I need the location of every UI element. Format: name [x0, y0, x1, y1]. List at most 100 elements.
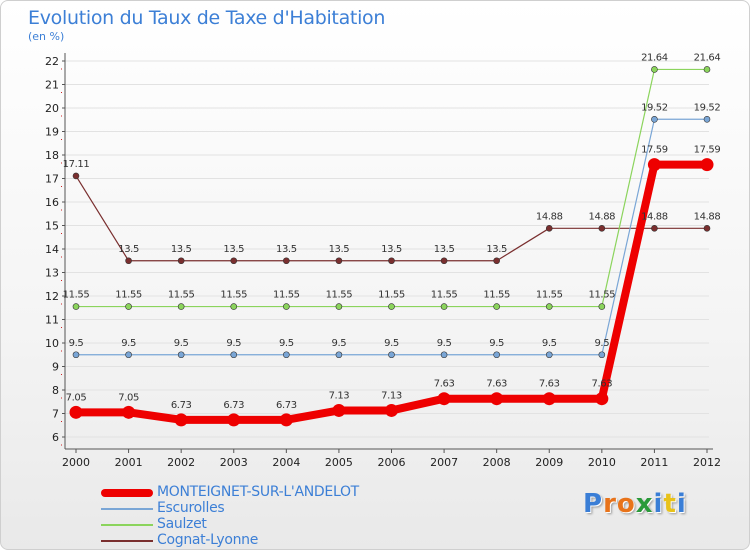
data-point [388, 257, 395, 265]
data-point [230, 257, 238, 265]
data-label: 21.64 [641, 52, 668, 63]
legend-swatch [101, 508, 153, 510]
data-label: 21.64 [694, 52, 721, 63]
data-point [72, 303, 80, 310]
data-label: 6.73 [276, 400, 297, 411]
data-point [227, 413, 241, 427]
x-tick-label: 2002 [167, 456, 195, 469]
data-point [440, 351, 448, 359]
data-label: 17.59 [694, 145, 721, 156]
data-point [332, 403, 346, 417]
x-tick-label: 2007 [430, 456, 458, 469]
data-point [230, 303, 238, 310]
data-point [542, 392, 556, 406]
data-point [174, 413, 188, 427]
data-label: 11.55 [536, 290, 563, 301]
data-label: 11.55 [483, 290, 510, 301]
x-tick-label: 2001 [115, 456, 143, 469]
y-tick-label: 17 [45, 173, 59, 186]
logo-letter: i [676, 489, 687, 519]
data-point [490, 392, 504, 406]
data-point [69, 405, 83, 419]
logo-letter: o [616, 489, 636, 519]
data-label: 9.5 [279, 338, 294, 349]
data-point [335, 351, 343, 359]
x-tick-label: 2004 [272, 456, 300, 469]
data-point [72, 172, 80, 180]
data-point [230, 351, 238, 359]
data-point [122, 405, 136, 419]
x-tick-label: 2005 [325, 456, 353, 469]
data-label: 11.55 [168, 290, 195, 301]
data-label: 14.88 [536, 211, 563, 222]
y-tick-label: 21 [45, 79, 59, 92]
data-point [440, 303, 448, 310]
data-label: 13.5 [276, 244, 297, 255]
x-tick-label: 2010 [588, 456, 616, 469]
data-point [279, 413, 293, 427]
data-label: 13.5 [329, 244, 350, 255]
data-label: 11.55 [589, 290, 616, 301]
data-point [598, 351, 606, 359]
x-tick-label: 2011 [640, 456, 668, 469]
line-chart: 6 7 8 9 10 11 12 13 14 15 16 17 18 19 20 21 22 2000 2001 20… [45, 52, 721, 469]
proxiti-logo: Proxiti [583, 489, 687, 519]
data-point [385, 403, 398, 417]
data-point [545, 225, 553, 232]
legend-label: Cognat-Lyonne [157, 532, 259, 548]
legend-label: Saulzet [157, 516, 207, 532]
chart-title: Evolution du Taux de Taxe d'Habitation [28, 7, 386, 29]
data-label: 11.55 [326, 290, 353, 301]
data-label: 17.11 [63, 159, 90, 170]
data-point [125, 257, 132, 265]
data-point [703, 115, 711, 123]
data-label: 13.5 [434, 244, 455, 255]
data-point [545, 303, 553, 310]
data-point [125, 351, 132, 359]
data-label: 9.5 [226, 338, 241, 349]
logo-letter: x [635, 489, 654, 519]
logo-letter: r [603, 489, 617, 519]
data-label: 11.55 [115, 290, 142, 301]
y-tick-label: 9 [52, 361, 59, 374]
data-point [703, 66, 711, 73]
logo-letter: P [583, 489, 604, 519]
legend-label: MONTEIGNET-SUR-L'ANDELOT [157, 484, 359, 500]
data-label: 7.63 [539, 379, 560, 390]
y-tick-label: 16 [45, 196, 59, 209]
data-point [177, 303, 185, 310]
data-point [125, 303, 132, 310]
data-label: 11.55 [220, 290, 247, 301]
data-point [437, 392, 451, 406]
data-point [335, 257, 343, 265]
data-label: 9.5 [384, 338, 399, 349]
data-label: 13.5 [486, 244, 507, 255]
data-point [647, 158, 661, 172]
data-label: 7.13 [381, 390, 402, 401]
data-point [651, 225, 658, 232]
y-tick-label: 10 [45, 337, 59, 350]
data-label: 11.55 [431, 290, 458, 301]
data-point [177, 257, 185, 265]
data-point [335, 303, 343, 310]
y-tick-label: 12 [45, 290, 59, 303]
data-label: 13.5 [223, 244, 244, 255]
legend-swatch [101, 540, 153, 542]
data-label: 9.5 [174, 338, 189, 349]
data-label: 19.52 [694, 102, 721, 113]
y-tick-label: 7 [52, 408, 59, 421]
data-point [493, 303, 500, 310]
data-point [493, 257, 500, 265]
data-point [283, 303, 290, 310]
data-point [545, 351, 553, 359]
data-label: 6.73 [171, 400, 192, 411]
data-label: 19.52 [641, 102, 668, 113]
data-label: 13.5 [381, 244, 402, 255]
data-point [177, 351, 185, 359]
logo-letter: i [653, 489, 664, 519]
y-tick-label: 18 [45, 149, 59, 162]
data-label: 14.88 [694, 211, 721, 222]
y-tick-label: 13 [45, 267, 59, 280]
x-tick-label: 2009 [535, 456, 563, 469]
